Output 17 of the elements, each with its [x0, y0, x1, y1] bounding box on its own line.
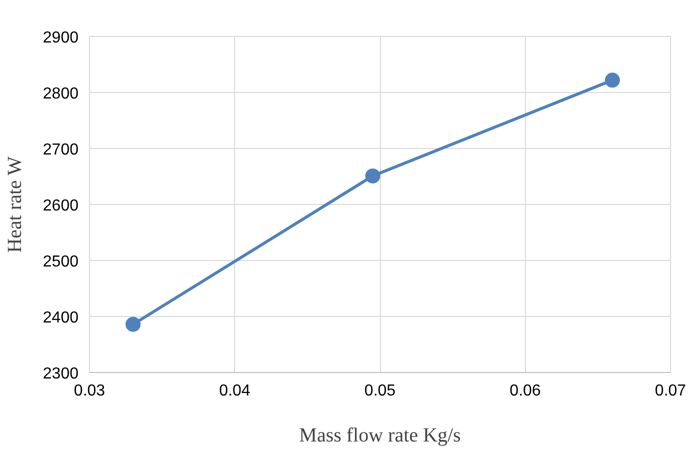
y-tick-label: 2700 [42, 142, 79, 158]
x-tick-label: 0.04 [219, 382, 250, 400]
y-tick-label: 2800 [42, 86, 79, 102]
y-tick-label: 2300 [42, 366, 79, 382]
point [126, 316, 141, 332]
point [365, 168, 380, 184]
y-tick-label: 2600 [42, 198, 79, 214]
x-tick-label: 0.07 [654, 382, 686, 400]
y-tick-label: 2400 [42, 310, 79, 326]
x-tick-label: 0.03 [74, 382, 106, 400]
x-tick-label: 0.05 [364, 382, 396, 400]
y-tick-label: 2500 [42, 254, 79, 270]
x-axis-title: Mass flow rate Kg/s [299, 424, 462, 446]
y-axis-title: Heat rate W [4, 156, 26, 253]
point [604, 72, 620, 88]
y-tick-label: 2900 [42, 30, 79, 46]
x-tick-label: 0.06 [510, 382, 541, 400]
